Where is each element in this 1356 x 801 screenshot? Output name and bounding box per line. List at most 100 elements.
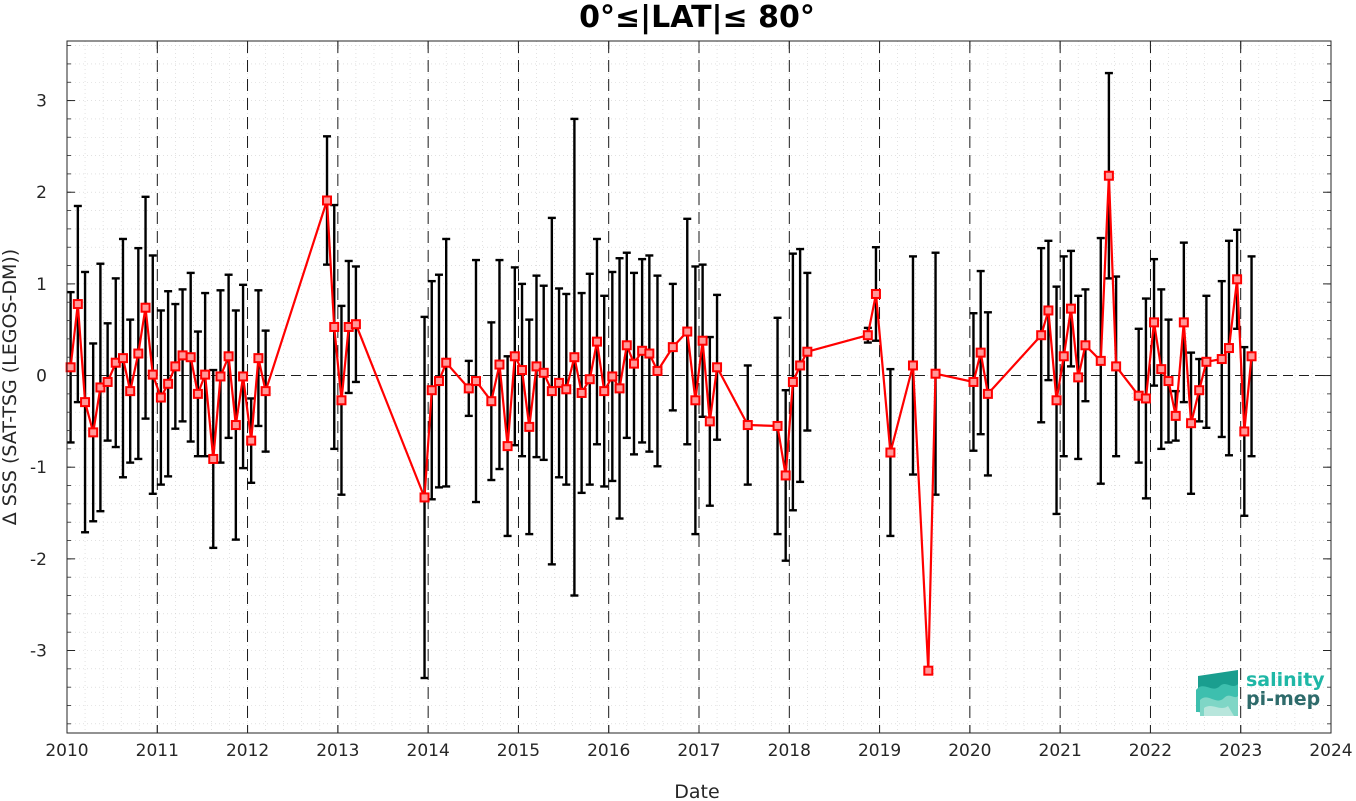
data-point xyxy=(1170,410,1181,421)
data-point xyxy=(742,420,753,431)
x-tick-label: 2023 xyxy=(1219,741,1262,761)
data-point xyxy=(802,346,813,357)
data-point xyxy=(628,358,639,369)
data-point xyxy=(1103,170,1114,181)
data-point xyxy=(982,388,993,399)
data-point xyxy=(1201,356,1212,367)
data-point xyxy=(697,335,708,346)
data-point xyxy=(1156,364,1167,375)
data-point xyxy=(230,420,241,431)
data-point xyxy=(486,396,497,407)
data-point xyxy=(88,427,99,438)
x-tick-label: 2017 xyxy=(677,741,720,761)
data-point xyxy=(599,386,610,397)
x-tick-label: 2010 xyxy=(45,741,88,761)
x-tick-label: 2020 xyxy=(948,741,991,761)
data-point xyxy=(1043,305,1054,316)
data-point xyxy=(125,386,136,397)
data-point xyxy=(246,435,257,446)
data-point xyxy=(502,441,513,452)
data-point xyxy=(215,371,226,382)
data-point xyxy=(350,319,361,330)
data-point xyxy=(591,336,602,347)
data-point xyxy=(140,302,151,313)
data-point xyxy=(80,397,91,408)
data-point xyxy=(1080,340,1091,351)
x-tick-label: 2012 xyxy=(226,741,269,761)
data-point xyxy=(200,369,211,380)
x-tick-label: 2013 xyxy=(316,741,359,761)
y-tick-label: -2 xyxy=(30,550,47,570)
x-tick-label: 2018 xyxy=(768,741,811,761)
x-tick-label: 2011 xyxy=(136,741,179,761)
y-tick-label: 3 xyxy=(36,92,47,112)
data-point xyxy=(652,365,663,376)
data-point xyxy=(621,340,632,351)
y-tick-label: 2 xyxy=(36,183,47,203)
data-point xyxy=(163,378,174,389)
data-point xyxy=(260,386,271,397)
data-point xyxy=(870,288,881,299)
y-axis-title: Δ SSS (SAT-TSG (LEGOS-DM)) xyxy=(0,249,21,525)
data-point xyxy=(470,376,481,387)
y-tick-labels: 3 2 1 0 -1 -2 -3 xyxy=(30,92,47,662)
chart-title: 0°≤|LAT|≤ 80° xyxy=(579,0,815,35)
data-point xyxy=(1095,355,1106,366)
data-point xyxy=(329,321,340,332)
data-point xyxy=(795,360,806,371)
x-tick-label: 2016 xyxy=(587,741,630,761)
x-tick-label: 2019 xyxy=(858,741,901,761)
data-point xyxy=(682,326,693,337)
data-point xyxy=(133,348,144,359)
data-point xyxy=(607,371,618,382)
data-point xyxy=(690,395,701,406)
data-point xyxy=(569,352,580,363)
data-point xyxy=(433,376,444,387)
data-point xyxy=(441,357,452,368)
data-point xyxy=(102,376,113,387)
data-point xyxy=(419,492,430,503)
data-point xyxy=(1058,351,1069,362)
salinity-pi-mep-logo: salinity pi-mep xyxy=(1196,669,1325,716)
y-tick-label: 1 xyxy=(36,275,47,295)
data-point xyxy=(253,353,264,364)
x-tick-label: 2022 xyxy=(1129,741,1172,761)
data-point xyxy=(1232,274,1243,285)
data-point xyxy=(185,352,196,363)
y-tick-label: 0 xyxy=(36,367,47,387)
data-point xyxy=(155,392,166,403)
data-point xyxy=(117,353,128,364)
series-markers xyxy=(65,170,1257,676)
data-point xyxy=(1073,372,1084,383)
data-point xyxy=(712,362,723,373)
data-point xyxy=(780,470,791,481)
x-axis-title: Date xyxy=(674,781,719,801)
data-point xyxy=(1149,317,1160,328)
data-point xyxy=(1186,418,1197,429)
data-point xyxy=(426,385,437,396)
data-point xyxy=(667,342,678,353)
data-point xyxy=(524,421,535,432)
data-point xyxy=(1223,343,1234,354)
data-point xyxy=(1194,385,1205,396)
x-tick-label: 2014 xyxy=(407,741,450,761)
data-point xyxy=(531,361,542,372)
data-point xyxy=(1178,317,1189,328)
data-point xyxy=(1140,393,1151,404)
logo-text-pimep: pi-mep xyxy=(1246,688,1320,710)
data-point xyxy=(1111,361,1122,372)
year-dividers xyxy=(156,41,1242,733)
data-point xyxy=(72,299,83,310)
data-point xyxy=(336,395,347,406)
data-point xyxy=(787,376,798,387)
x-tick-label: 2021 xyxy=(1039,741,1082,761)
data-point xyxy=(975,347,986,358)
data-point xyxy=(576,387,587,398)
data-point xyxy=(1065,303,1076,314)
data-point xyxy=(208,453,219,464)
data-point xyxy=(170,361,181,372)
data-point xyxy=(177,350,188,361)
data-point xyxy=(614,383,625,394)
